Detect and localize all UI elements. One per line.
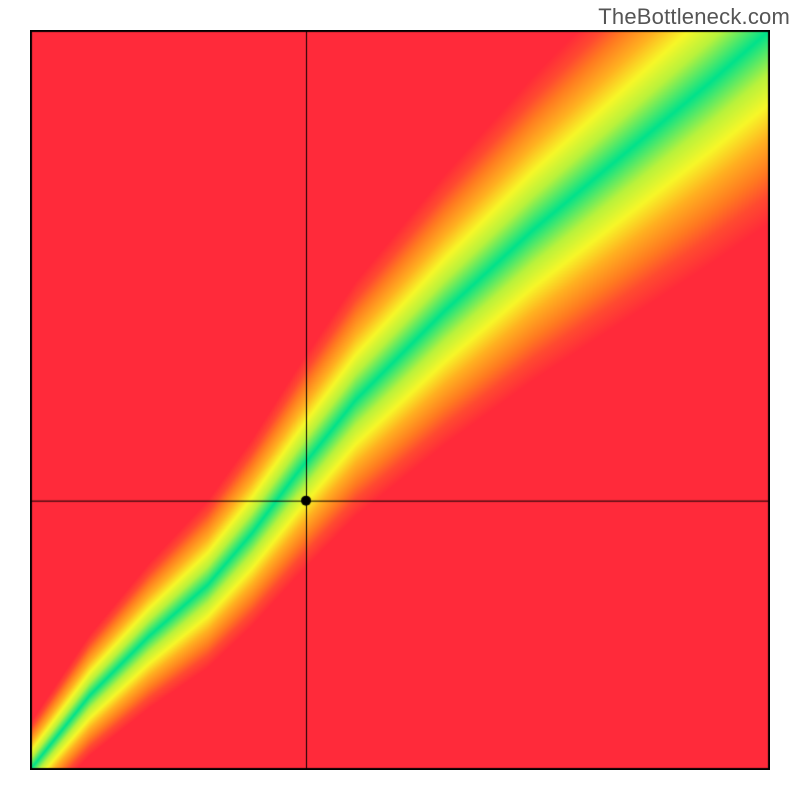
heatmap-canvas: [30, 30, 770, 770]
chart-container: TheBottleneck.com: [0, 0, 800, 800]
heatmap-chart: [30, 30, 770, 770]
watermark-text: TheBottleneck.com: [598, 4, 790, 30]
